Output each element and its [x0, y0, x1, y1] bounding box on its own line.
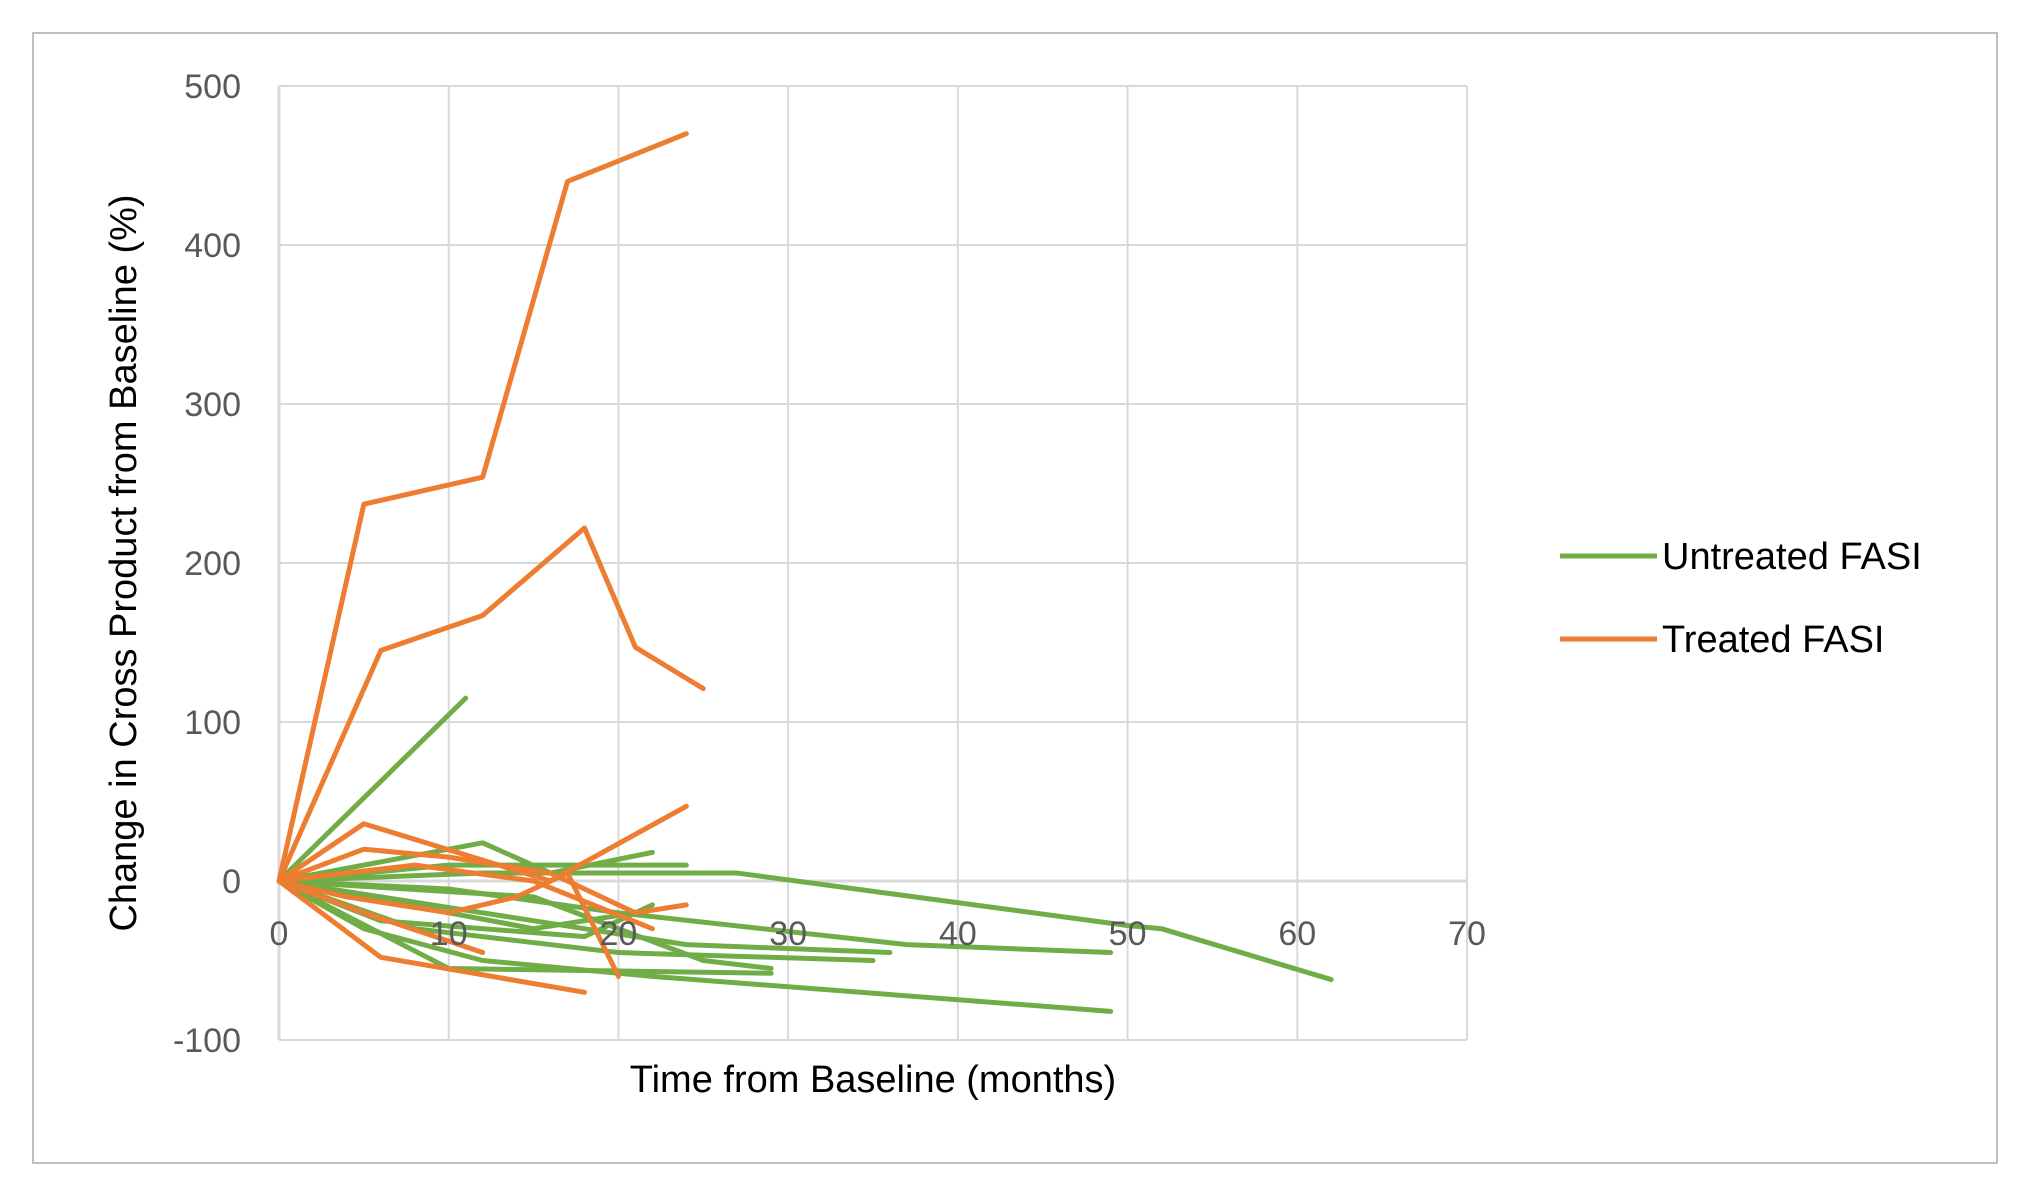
series-line-treated-fasi — [276, 803, 689, 884]
series-line-treated-fasi — [276, 131, 689, 884]
gridlines — [277, 85, 1468, 1041]
x-tick-label: 20 — [600, 915, 638, 953]
series-line-treated-fasi — [276, 878, 587, 995]
series-line-treated-fasi — [276, 525, 706, 884]
series-line-untreated-fasi — [276, 870, 1334, 983]
x-tick-label: 0 — [270, 915, 289, 953]
x-tick-label: 30 — [769, 915, 807, 953]
x-tick-label: 50 — [1109, 915, 1147, 953]
x-tick-label: 60 — [1278, 915, 1316, 953]
tick-labels: 0 10 20 30 40 50 60 70 -100 0 100 200 300 400 500 — [173, 68, 1486, 1060]
y-axis-label: Change in Cross Product from Baseline (%… — [103, 194, 145, 931]
chart-frame — [32, 32, 1998, 1164]
legend-label: Untreated FASI — [1662, 536, 1922, 578]
x-tick-label: 70 — [1448, 915, 1486, 953]
y-tick-label: 100 — [184, 704, 241, 742]
series-line-treated-fasi — [276, 878, 486, 956]
x-tick-label: 40 — [939, 915, 977, 953]
series-line-treated-fasi — [276, 870, 621, 979]
x-tick-label: 10 — [430, 915, 468, 953]
y-tick-label: -100 — [173, 1022, 241, 1060]
series-lines — [276, 131, 1334, 1014]
y-tick-label: 0 — [222, 863, 241, 901]
series-line-treated-fasi — [276, 846, 689, 916]
legend-label: Treated FASI — [1662, 619, 1884, 661]
y-tick-label: 300 — [184, 386, 241, 424]
x-axis-label: Time from Baseline (months) — [630, 1059, 1116, 1101]
series-line-untreated-fasi — [276, 695, 469, 884]
legend: Untreated FASI Treated FASI — [1560, 536, 1922, 661]
series-line-untreated-fasi — [276, 878, 893, 956]
series-line-untreated-fasi — [276, 878, 774, 971]
series-line-untreated-fasi — [276, 878, 638, 932]
y-tick-label: 200 — [184, 545, 241, 583]
series-line-treated-fasi — [276, 862, 655, 932]
y-tick-label: 400 — [184, 227, 241, 265]
y-tick-label: 500 — [184, 68, 241, 106]
